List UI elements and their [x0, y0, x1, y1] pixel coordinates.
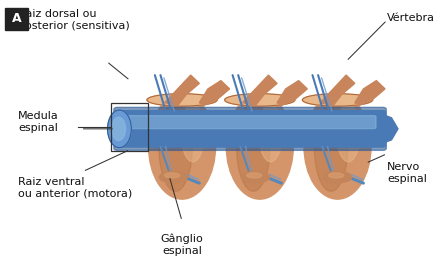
Ellipse shape	[324, 171, 352, 183]
Text: Raiz dorsal ou
posterior (sensitiva): Raiz dorsal ou posterior (sensitiva)	[18, 9, 129, 30]
FancyBboxPatch shape	[114, 107, 386, 150]
Polygon shape	[355, 81, 385, 106]
Text: A: A	[12, 12, 21, 25]
Text: Nervo
espinal: Nervo espinal	[387, 162, 427, 184]
Polygon shape	[277, 81, 307, 106]
Ellipse shape	[242, 171, 270, 183]
Ellipse shape	[165, 173, 180, 178]
Ellipse shape	[329, 173, 344, 178]
Ellipse shape	[237, 102, 270, 191]
Ellipse shape	[112, 117, 125, 140]
Text: Gânglio
espinal: Gânglio espinal	[161, 234, 203, 256]
Polygon shape	[381, 114, 398, 144]
FancyBboxPatch shape	[124, 116, 376, 129]
Ellipse shape	[259, 104, 282, 162]
Ellipse shape	[227, 94, 293, 199]
Ellipse shape	[225, 94, 295, 106]
Ellipse shape	[108, 110, 131, 148]
Ellipse shape	[304, 94, 371, 199]
FancyBboxPatch shape	[115, 111, 385, 147]
Polygon shape	[243, 75, 277, 106]
Ellipse shape	[181, 104, 205, 162]
Text: Vértebra: Vértebra	[387, 13, 435, 23]
Ellipse shape	[149, 94, 215, 199]
Polygon shape	[320, 75, 355, 106]
Ellipse shape	[247, 173, 262, 178]
Ellipse shape	[147, 94, 217, 106]
Polygon shape	[199, 81, 230, 106]
Ellipse shape	[314, 102, 348, 191]
Ellipse shape	[302, 94, 372, 106]
Text: Raiz ventral
ou anterior (motora): Raiz ventral ou anterior (motora)	[18, 177, 132, 199]
Ellipse shape	[159, 102, 192, 191]
Polygon shape	[165, 75, 199, 106]
Text: Medula
espinal: Medula espinal	[18, 111, 59, 132]
FancyBboxPatch shape	[5, 8, 28, 30]
Ellipse shape	[336, 104, 360, 162]
Ellipse shape	[159, 171, 187, 183]
